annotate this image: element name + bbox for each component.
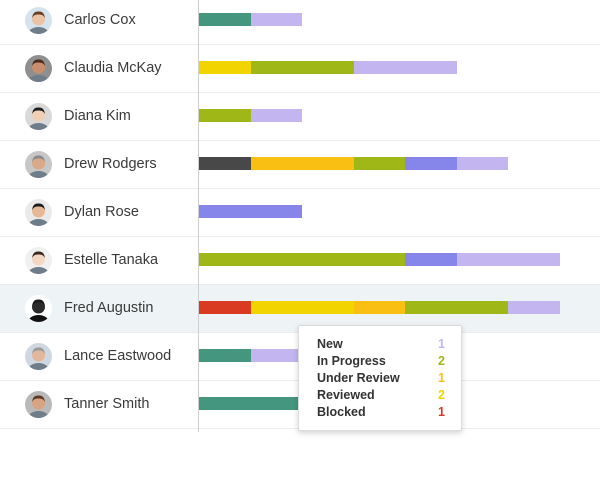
tooltip-count: 2: [438, 388, 445, 402]
bar-segment-todo[interactable]: [199, 397, 302, 410]
column-divider: [198, 0, 199, 432]
assignee-row[interactable]: Dylan Rose: [0, 189, 600, 237]
assignee-name: Estelle Tanaka: [64, 252, 159, 268]
workload-bar[interactable]: [199, 13, 302, 26]
tooltip-label: New: [317, 337, 343, 351]
tooltip-label: Blocked: [317, 405, 366, 419]
estelle-tanaka-avatar: [25, 247, 52, 274]
assignee-name: Fred Augustin: [64, 300, 154, 316]
lance-eastwood-avatar: [25, 343, 52, 370]
tooltip-count: 2: [438, 354, 445, 368]
workload-bar[interactable]: [199, 253, 560, 266]
bar-segment-reviewed[interactable]: [199, 61, 251, 74]
bar-segment-assigned[interactable]: [405, 253, 457, 266]
workload-bar[interactable]: [199, 301, 560, 314]
tanner-smith-avatar: [25, 391, 52, 418]
bar-segment-new[interactable]: [456, 157, 508, 170]
drew-rodgers-avatar: [25, 151, 52, 178]
tooltip-count: 1: [438, 371, 445, 385]
assignee-row[interactable]: Drew Rodgers: [0, 141, 600, 189]
bar-segment-reviewed[interactable]: [250, 301, 354, 314]
tooltip-label: Reviewed: [317, 388, 375, 402]
assignee-name: Diana Kim: [64, 108, 131, 124]
assignee-name: Drew Rodgers: [64, 156, 157, 172]
diana-kim-avatar: [25, 103, 52, 130]
workload-bar[interactable]: [199, 349, 302, 362]
bar-segment-new[interactable]: [250, 349, 302, 362]
workload-bar[interactable]: [199, 397, 302, 410]
dylan-rose-avatar: [25, 199, 52, 226]
bar-segment-in-progress[interactable]: [250, 61, 354, 74]
tooltip-count: 1: [438, 337, 445, 351]
workload-bar[interactable]: [199, 109, 302, 122]
bar-segment-in-progress[interactable]: [405, 301, 508, 314]
tooltip-row-new: New 1: [317, 336, 445, 353]
bar-segment-new[interactable]: [508, 301, 560, 314]
workload-bar[interactable]: [199, 61, 457, 74]
bar-segment-blocked[interactable]: [199, 301, 251, 314]
status-tooltip: New 1 In Progress 2 Under Review 1 Revie…: [298, 325, 462, 431]
assignee-name: Lance Eastwood: [64, 348, 172, 364]
assignee-name: Claudia McKay: [64, 60, 162, 76]
assignee-row[interactable]: Carlos Cox: [0, 0, 600, 45]
bar-segment-new[interactable]: [456, 253, 560, 266]
bar-segment-on-hold[interactable]: [199, 157, 251, 170]
tooltip-row-blocked: Blocked 1: [317, 404, 445, 421]
bar-segment-assigned[interactable]: [405, 157, 457, 170]
carlos-cox-avatar: [25, 7, 52, 34]
assignee-row[interactable]: Diana Kim: [0, 93, 600, 141]
bar-segment-new[interactable]: [250, 13, 302, 26]
tooltip-count: 1: [438, 405, 445, 419]
tooltip-label: In Progress: [317, 354, 386, 368]
bar-segment-under-review[interactable]: [250, 157, 354, 170]
assignee-row[interactable]: Claudia McKay: [0, 45, 600, 93]
tooltip-row-in-progress: In Progress 2: [317, 353, 445, 370]
bar-segment-new[interactable]: [250, 109, 302, 122]
assignee-row[interactable]: Lance Eastwood: [0, 333, 600, 381]
bar-segment-todo[interactable]: [199, 349, 251, 362]
bar-segment-under-review[interactable]: [353, 301, 405, 314]
bar-segment-in-progress[interactable]: [199, 109, 251, 122]
bar-segment-assigned[interactable]: [199, 205, 302, 218]
assignee-row[interactable]: Estelle Tanaka: [0, 237, 600, 285]
workload-bar[interactable]: [199, 157, 508, 170]
bar-segment-new[interactable]: [353, 61, 457, 74]
assignee-name: Tanner Smith: [64, 396, 150, 412]
fred-augustin-avatar: [25, 295, 52, 322]
tooltip-row-under-review: Under Review 1: [317, 370, 445, 387]
claudia-mckay-avatar: [25, 55, 52, 82]
bar-segment-todo[interactable]: [199, 13, 251, 26]
tooltip-row-reviewed: Reviewed 2: [317, 387, 445, 404]
bar-segment-in-progress[interactable]: [353, 157, 405, 170]
assignee-name: Carlos Cox: [64, 12, 136, 28]
assignee-name: Dylan Rose: [64, 204, 139, 220]
bar-segment-in-progress[interactable]: [199, 253, 405, 266]
tooltip-label: Under Review: [317, 371, 400, 385]
workload-bar[interactable]: [199, 205, 302, 218]
